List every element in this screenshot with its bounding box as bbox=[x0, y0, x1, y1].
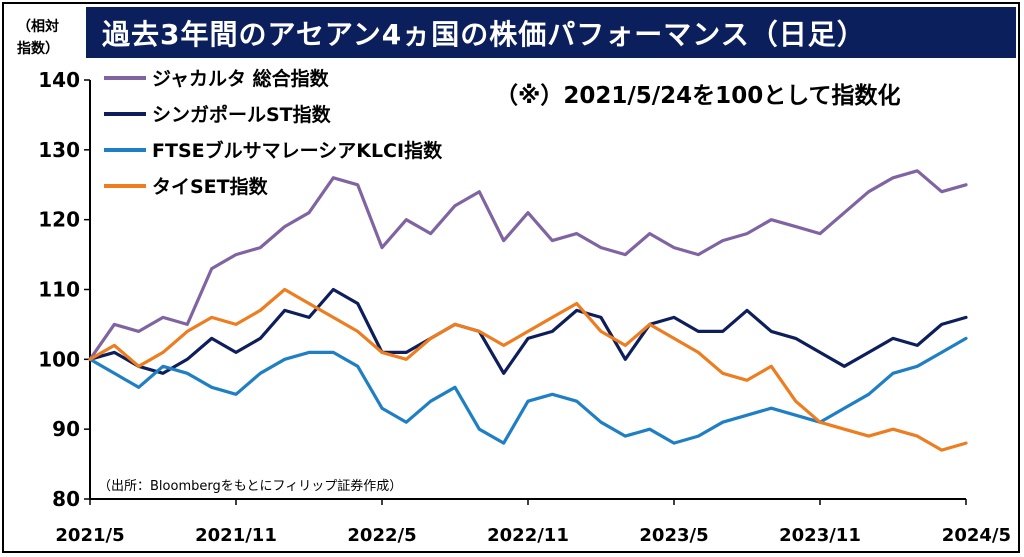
y-tick-label: 130 bbox=[38, 138, 80, 162]
y-tick-label: 100 bbox=[38, 347, 80, 371]
x-tick-label: 2021/5 bbox=[55, 525, 124, 546]
series-line-0 bbox=[88, 169, 968, 361]
x-tick-label: 2022/5 bbox=[347, 525, 416, 546]
series-layer bbox=[88, 169, 968, 452]
y-tick-label: 110 bbox=[38, 278, 80, 302]
chart-title: 過去3年間のアセアン4ヵ国の株価パフォーマンス（日足） bbox=[86, 7, 1016, 58]
index-note: （※）2021/5/24を100として指数化 bbox=[495, 83, 901, 109]
y-unit-label-line2: 指数） bbox=[17, 41, 59, 57]
y-tick-label: 120 bbox=[38, 208, 80, 232]
y-unit-label-line1: （相対 bbox=[17, 19, 59, 35]
x-tick-label: 2023/11 bbox=[779, 525, 861, 546]
y-unit-label: （相対 指数） bbox=[8, 16, 68, 60]
series-line-3 bbox=[88, 287, 968, 452]
axes: 80 90 100 110 120 130 140 2021/5 2021/11 2022/5 20… bbox=[38, 68, 1011, 546]
x-tick-label: 2021/11 bbox=[195, 525, 277, 546]
legend-label-1: シンガポールST指数 bbox=[152, 103, 332, 126]
y-tick-label: 90 bbox=[52, 417, 80, 441]
x-tick-label: 2023/5 bbox=[639, 525, 708, 546]
source-note: （出所：Bloombergをもとにフィリップ証券作成） bbox=[98, 479, 403, 494]
x-tick-label: 2022/11 bbox=[487, 525, 569, 546]
series-line-1 bbox=[88, 287, 968, 375]
x-tick-label: 2024/5 bbox=[942, 525, 1011, 546]
legend-label-2: FTSEブルサマレーシアKLCI指数 bbox=[152, 139, 443, 162]
legend-label-3: タイSET指数 bbox=[152, 175, 269, 198]
y-tick-label: 140 bbox=[38, 68, 80, 92]
legend-label-0: ジャカルタ 総合指数 bbox=[152, 67, 330, 90]
y-tick-label: 80 bbox=[52, 487, 80, 511]
